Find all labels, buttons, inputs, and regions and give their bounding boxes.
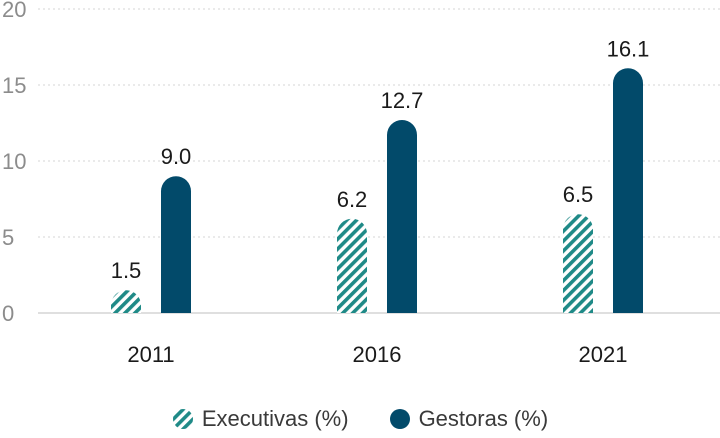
bar-executivas: [563, 214, 593, 313]
y-tick-label: 15: [2, 73, 26, 98]
x-axis-ticks: 2011 2016 2021: [127, 342, 627, 367]
x-tick-label: 2021: [579, 342, 628, 367]
x-tick-label: 2011: [127, 342, 174, 367]
legend-label-gestoras: Gestoras (%): [418, 406, 549, 431]
bar-gestoras: [161, 176, 191, 313]
y-axis-ticks: 0 5 10 15 20: [2, 0, 26, 326]
data-labels: 1.5 6.2 6.5 9.0 12.7 16.1: [111, 36, 650, 283]
data-label: 16.1: [607, 36, 650, 61]
legend-item-gestoras: Gestoras (%): [389, 406, 549, 432]
y-tick-label: 0: [2, 301, 14, 326]
data-label: 6.2: [337, 187, 368, 212]
bars: [111, 68, 643, 313]
bar-gestoras: [387, 119, 417, 313]
data-label: 9.0: [161, 144, 192, 169]
solid-circle-icon: [389, 409, 410, 429]
y-tick-label: 5: [2, 225, 14, 250]
bar-executivas: [111, 290, 141, 313]
data-label: 6.5: [563, 182, 594, 207]
y-tick-label: 20: [2, 0, 26, 22]
legend-item-executivas: Executivas (%): [172, 406, 349, 432]
gridlines: [38, 8, 720, 314]
data-label: 1.5: [111, 258, 142, 283]
hatched-circle-icon: [172, 409, 193, 429]
legend: Executivas (%) Gestoras (%): [0, 404, 720, 434]
x-tick-label: 2016: [353, 342, 402, 367]
bar-executivas: [337, 218, 367, 313]
bar-gestoras: [613, 68, 643, 313]
y-tick-label: 10: [2, 149, 26, 174]
data-label: 12.7: [381, 88, 424, 113]
legend-label-executivas: Executivas (%): [201, 406, 349, 431]
